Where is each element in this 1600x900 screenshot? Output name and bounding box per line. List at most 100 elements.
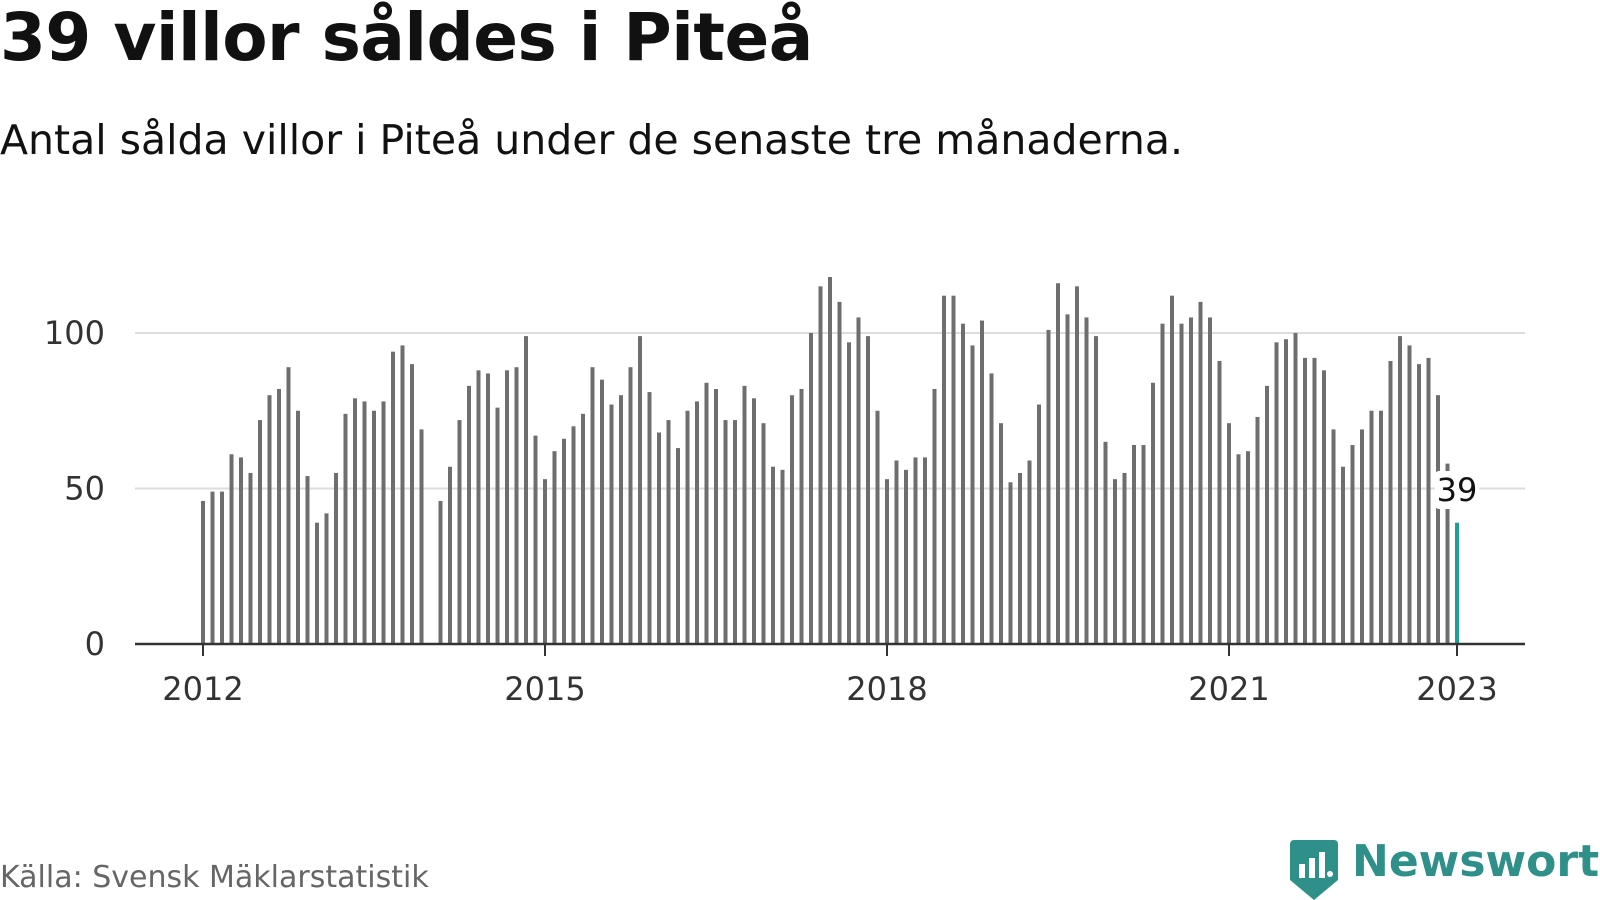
bar [1388,360,1393,644]
bar [201,500,205,644]
bar [1065,314,1070,644]
bar [657,432,661,644]
bar [476,370,481,644]
bar [1426,357,1431,644]
bar [600,379,604,644]
bar [305,476,310,644]
bar [1027,460,1032,644]
bar [1236,454,1241,644]
bar [1198,301,1203,644]
bar [875,410,880,644]
bar [856,317,861,644]
x-tick-label: 2015 [504,670,585,708]
bar [1018,472,1022,644]
bar [315,522,319,644]
bar [828,277,832,644]
bar [961,323,965,644]
bar [1132,444,1136,644]
bar [533,435,538,644]
bar [1303,357,1307,644]
bar [486,373,490,644]
bar [837,301,842,644]
bar [609,404,614,644]
bar [1056,283,1060,644]
bar [448,466,452,644]
bar [581,413,585,644]
bar [628,367,633,644]
bar [258,420,262,644]
bar-chart: 0 50 100 2012 2015 2018 2021 2023 39 [44,277,1525,708]
bar [752,398,756,644]
bar [790,395,794,644]
bar [1122,472,1127,644]
bar [771,466,775,644]
bar [1189,317,1193,644]
bar [1113,479,1117,644]
bar [296,410,300,644]
bar [495,407,500,644]
bar [809,333,813,644]
bar [286,367,291,644]
bar [1284,339,1288,644]
bar [457,420,462,644]
annotation: 39 [1435,471,1479,509]
chart-subtitle: Antal sålda villor i Piteå under de sena… [0,116,1183,164]
bar [562,438,566,644]
bar [1160,323,1165,644]
bar [894,460,899,644]
bar [419,429,424,644]
bar [866,336,870,644]
x-axis-ticks: 2012 2015 2018 2021 2023 [162,644,1498,708]
bar [1274,342,1279,644]
brand-logo: Newsworthy [1290,840,1600,900]
y-tick-label: 100 [44,314,105,352]
chart-title: 39 villor såldes i Piteå [0,0,813,76]
bar [638,336,642,644]
source-note: Källa: Svensk Mäklarstatistik [0,860,429,895]
annotation-background [1435,471,1479,509]
y-tick-label: 0 [85,625,105,663]
bar [220,491,224,644]
bar [885,479,889,644]
bar [761,423,766,644]
bar [324,513,329,644]
bar [543,479,547,644]
bar [1179,323,1184,644]
x-tick-label: 2018 [846,670,927,708]
bar [733,420,737,644]
bars [201,277,1459,644]
bar [1293,333,1298,644]
x-tick-label: 2023 [1416,670,1497,708]
bar-highlight [1455,522,1459,644]
bar [267,395,272,644]
bar [400,345,405,644]
bar [676,448,680,644]
bar [1094,336,1098,644]
bar [989,373,994,644]
bar [1331,429,1336,644]
bar [1246,451,1250,644]
bar [704,382,709,644]
bar [505,370,509,644]
bar [353,398,357,644]
bar [1341,466,1345,644]
bar [1103,441,1108,644]
bar [1360,429,1364,644]
bar [590,367,595,644]
bar [666,420,671,644]
bar [999,423,1003,644]
bar [1170,295,1174,644]
bar [1084,317,1089,644]
bar [1379,410,1383,644]
bar [685,410,690,644]
bar [210,491,215,644]
bar [818,286,823,644]
bar [381,401,386,644]
bar [714,388,718,644]
bar [913,457,918,644]
bar [1398,336,1402,644]
bar [239,457,243,644]
bar [647,392,652,644]
bar [1350,444,1355,644]
bar [780,469,785,644]
